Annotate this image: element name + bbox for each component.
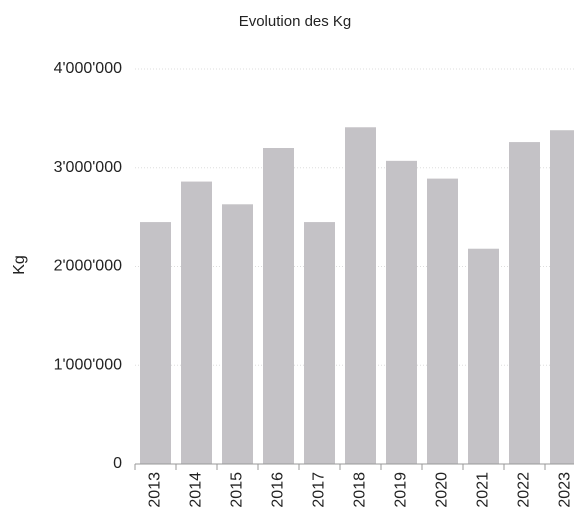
bar xyxy=(140,222,171,464)
y-tick-label: 3'000'000 xyxy=(54,159,123,176)
bar xyxy=(263,148,294,464)
x-tick-label: 2020 xyxy=(434,472,451,508)
x-tick-label: 2016 xyxy=(270,472,287,508)
x-tick-label: 2015 xyxy=(229,472,246,508)
bar xyxy=(222,204,253,464)
x-tick-label: 2018 xyxy=(352,472,369,508)
y-tick-label: 2'000'000 xyxy=(54,258,123,275)
x-tick-label: 2019 xyxy=(393,472,410,508)
x-tick-label: 2021 xyxy=(475,472,492,508)
bar xyxy=(468,248,499,464)
x-tick-label: 2023 xyxy=(557,472,574,508)
x-tick-label: 2013 xyxy=(147,472,164,508)
bar xyxy=(181,181,212,464)
chart-title: Evolution des Kg xyxy=(239,13,352,30)
y-tick-label: 1'000'000 xyxy=(54,356,123,373)
bar xyxy=(386,160,417,464)
y-axis-label: Kg xyxy=(11,255,28,275)
bar xyxy=(550,130,574,464)
bar xyxy=(427,178,458,465)
bar xyxy=(509,142,540,464)
y-tick-label: 4'000'000 xyxy=(54,60,123,77)
x-tick-label: 2014 xyxy=(188,472,205,508)
bar xyxy=(304,222,335,464)
x-tick-label: 2017 xyxy=(311,472,328,508)
bar xyxy=(345,127,376,464)
x-tick-label: 2022 xyxy=(516,472,533,508)
y-tick-label: 0 xyxy=(113,455,122,472)
